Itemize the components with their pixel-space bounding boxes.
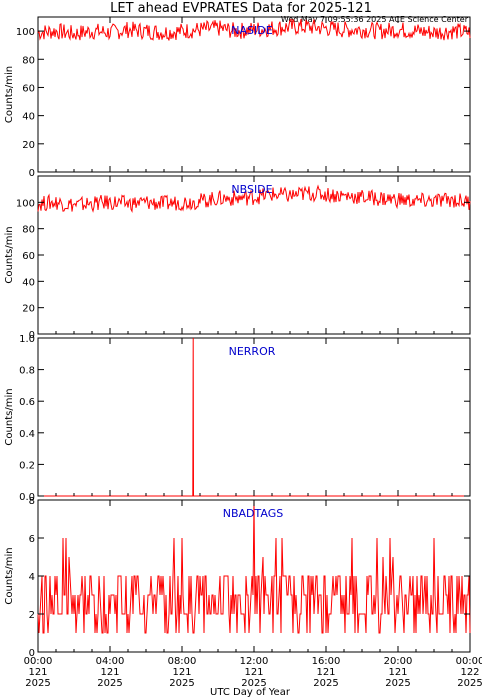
panel-frame [37,16,471,173]
y-axis-label: Counts/min [4,547,15,604]
y-tick-label: 20 [22,140,35,151]
y-tick-label: 4 [29,572,35,583]
panel-label-nerror: NERROR [229,345,276,358]
y-tick-label: 1.0 [19,334,35,345]
panel-naside: 0 20 40 60 80 100 NASIDE Counts/min [4,16,471,179]
x-tick-label: 12:00 [240,656,269,667]
x-tick-label: 121 [244,667,263,678]
y-tick-label: 40 [22,277,35,288]
x-tick-label: 2025 [385,678,410,689]
x-tick-label: 16:00 [312,656,341,667]
x-tick-labels: 00:00121202504:00121202508:00121202512:0… [24,656,482,689]
x-tick-label: 20:00 [384,656,413,667]
x-tick-label: 121 [388,667,407,678]
x-axis-label: UTC Day of Year [210,687,291,698]
series-line-naside [37,18,471,41]
x-tick-label: 08:00 [168,656,197,667]
y-axis-label: Counts/min [4,66,15,123]
chart-title: LET ahead EVPRATES Data for 2025-121 [110,1,372,16]
panel-nerror: 0.0 0.2 0.4 0.6 0.8 1.0 NERROR Counts/min [4,334,471,503]
y-tick-label: 60 [22,83,35,94]
x-tick-label: 04:00 [96,656,125,667]
y-tick-label: 80 [22,55,35,66]
y-tick-label: 20 [22,304,35,315]
panel-label-naside: NASIDE [231,24,272,37]
y-axis-label: Counts/min [4,388,15,445]
y-tick-label: 100 [16,198,35,209]
x-tick-label: 2025 [457,678,482,689]
y-tick-label: 0.4 [19,429,35,440]
y-tick-label: 2 [29,610,35,621]
x-tick-label: 2025 [313,678,338,689]
x-tick-label: 121 [172,667,191,678]
chart-timestamp: Wed May 7 09:55:36 2025 ACE Science Cent… [281,15,469,24]
y-tick-label: 8 [29,496,35,507]
x-tick-label: 122 [460,667,479,678]
panel-label-nbadtags: NBADTAGS [223,507,283,520]
panel-nbadtags: 0 2 4 6 8 NBADTAGS Counts/min [4,496,471,659]
y-tick-label: 60 [22,251,35,262]
x-tick-label: 2025 [25,678,50,689]
y-tick-label: 0.8 [19,366,35,377]
x-tick-label: 121 [100,667,119,678]
series-line-nbside [37,184,471,213]
y-axis-label: Counts/min [4,226,15,283]
x-tick-label: 121 [28,667,47,678]
y-tick-label: 80 [22,225,35,236]
y-tick-label: 6 [29,534,35,545]
x-tick-label: 121 [316,667,335,678]
y-tick-label: 100 [16,27,35,38]
x-tick-label: 2025 [241,678,266,689]
panel-frame [37,337,471,497]
y-tick-label: 0.0 [19,492,35,503]
y-tick-label: 0 [29,648,35,659]
x-tick-label: 2025 [97,678,122,689]
panel-label-nbside: NBSIDE [231,183,272,196]
x-tick-label: 00:00 [456,656,482,667]
x-tick-label: 2025 [169,678,194,689]
y-tick-label: 0.2 [19,460,35,471]
y-tick-label: 0 [29,168,35,179]
series-line-nerror [38,337,470,497]
y-tick-label: 40 [22,112,35,123]
panel-nbside: 0 20 40 60 80 100 NBSIDE Counts/min [4,175,471,341]
x-tick-label: 00:00 [24,656,53,667]
y-tick-label: 0 [29,330,35,341]
y-tick-label: 0.6 [19,397,35,408]
